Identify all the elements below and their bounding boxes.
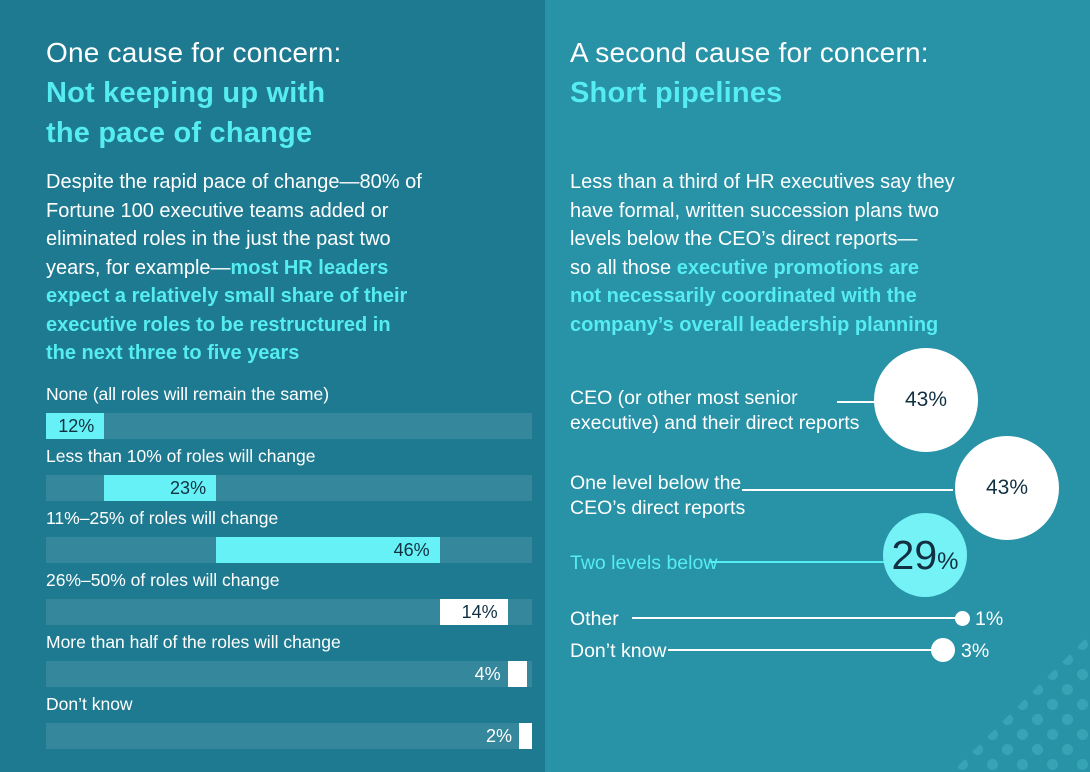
bar-track: 46% [46,537,532,563]
bar-row: 26%–50% of roles will change 14% [46,569,532,625]
bar-track: 2% [46,723,532,749]
right-body-paragraph: Less than a third of HR executives say t… [570,168,1080,339]
bar-row: More than half of the roles will change 4… [46,631,532,687]
right-body-accent-text: executive promotions are not necessarily… [570,256,939,336]
bar-segment: 4% [475,661,528,687]
bar-track: 4% [46,661,532,687]
bubble-connector-line [742,489,953,491]
bubble-value-label: 43% [985,476,1029,499]
bar-category-label: Less than 10% of roles will change [46,446,316,466]
percent-sign: % [937,547,959,575]
bar-segment: 23% [104,475,217,501]
right-body-white-text: Less than a third of HR executives say t… [570,171,955,279]
bar-value-label: 23% [170,478,207,498]
left-body-white-text: Despite the rapid pace of change—80% of … [46,171,422,279]
bar-segment: 2% [486,723,532,749]
left-body-accent-text: most HR leaders expect a relatively smal… [46,256,408,365]
right-title-bold: Short pipelines [570,77,783,109]
bar-value-label: 4% [474,664,501,684]
bubble-value-label: 29 [891,531,938,578]
left-body-paragraph: Despite the rapid pace of change—80% of … [46,168,536,368]
bubble-category-label: CEO (or other most senior executive) and… [570,387,860,434]
bar-segment: 46% [216,537,440,563]
bubble-connector-line [632,617,957,619]
dot-pattern-decoration [952,634,1090,772]
bar-value-label: 2% [485,726,512,746]
bubble-circle: 43% [874,348,978,452]
bubble-circle: 43% [955,436,1059,540]
left-title-bold: Not keeping up with the pace of change [46,77,326,149]
bar-category-label: Don’t know [46,694,133,714]
bar-value-label: 12% [58,416,95,436]
bar-category-label: None (all roles will remain the same) [46,384,330,404]
left-panel-pace-of-change: One cause for concern: Not keeping up wi… [0,0,545,772]
bar-row: 11%–25% of roles will change 46% [46,507,532,563]
bar-row: None (all roles will remain the same) 12% [46,383,532,439]
bar-track: 12% [46,413,532,439]
bubble-circle [931,638,955,662]
bubble-connector-line [837,401,877,403]
bar-track: 23% [46,475,532,501]
bubble-category-label: Don’t know [570,640,667,662]
bar-row: Less than 10% of roles will change 23% [46,445,532,501]
bubble-value-label: 1% [975,608,1004,630]
bar-value-label: 46% [393,540,430,560]
bubble-category-label: Other [570,608,619,630]
bubble-connector-line [668,649,937,651]
bubble-category-label: One level below the CEO’s direct reports [570,472,746,519]
bar-category-label: 11%–25% of roles will change [46,508,279,528]
bar-track: 14% [46,599,532,625]
bubble-circle: 29% [883,513,967,597]
succession-bubble-chart: CEO (or other most senior executive) and… [545,0,1090,772]
bubble-value-label: 43% [904,388,948,411]
bar-category-label: 26%–50% of roles will change [46,570,280,590]
bar-row: Don’t know 2% [46,693,532,749]
bubble-category-label: Two levels below [570,552,718,574]
bubble-value-label: 3% [961,640,990,662]
left-title-prefix: One cause for concern: [46,37,342,68]
bar-category-label: More than half of the roles will change [46,632,341,652]
bubble-circle [954,610,970,626]
right-panel-short-pipelines: A second cause for concern: Short pipeli… [545,0,1090,772]
bar-segment: 14% [439,599,508,625]
bubble-connector-line [710,561,887,563]
right-title-prefix: A second cause for concern: [570,37,929,68]
bar-value-label: 14% [461,602,498,622]
restructuring-bar-chart: None (all roles will remain the same) 12%… [46,383,532,755]
bar-segment: 12% [46,413,105,439]
